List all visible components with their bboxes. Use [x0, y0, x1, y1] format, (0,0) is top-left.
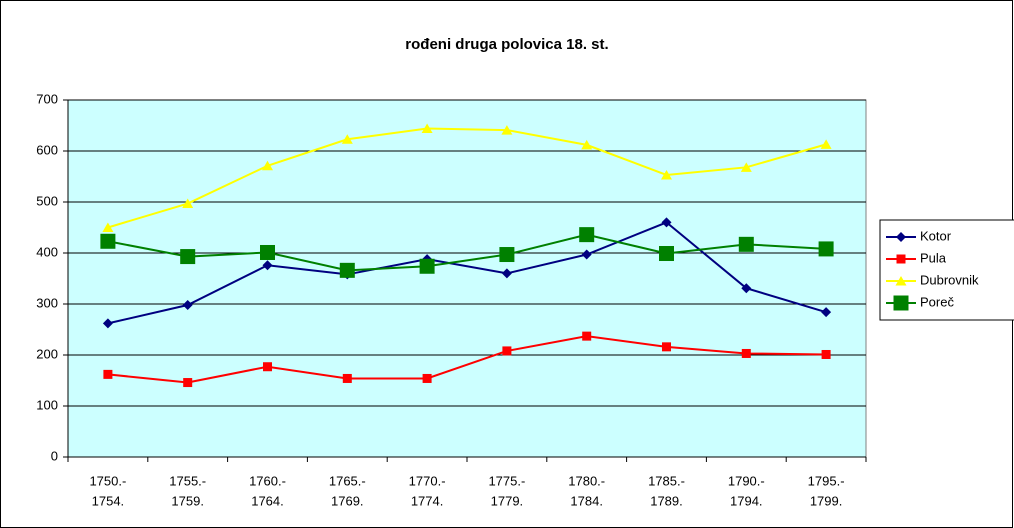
x-tick-label: 1779.: [491, 493, 524, 508]
x-tick-label: 1790.-: [728, 473, 765, 488]
marker: [896, 254, 906, 264]
marker: [183, 378, 193, 388]
y-tick-label: 400: [36, 244, 58, 259]
marker: [422, 373, 432, 383]
x-tick-label: 1754.: [92, 493, 125, 508]
marker: [100, 233, 116, 249]
marker: [738, 236, 754, 252]
marker: [419, 258, 435, 274]
marker: [102, 222, 114, 232]
marker: [895, 276, 907, 286]
marker: [263, 362, 272, 372]
marker: [821, 349, 831, 359]
marker: [659, 246, 674, 262]
x-tick-label: 1764.: [251, 493, 284, 508]
x-tick-label: 1795.-: [808, 473, 845, 488]
marker: [421, 123, 433, 134]
x-tick-label: 1769.: [331, 493, 364, 508]
x-tick-label: 1794.: [730, 493, 763, 508]
marker: [501, 268, 512, 279]
x-tick-label: 1784.: [570, 493, 603, 508]
marker: [182, 300, 193, 311]
marker: [262, 160, 273, 171]
marker: [581, 249, 592, 260]
x-tick-label: 1785.-: [648, 473, 685, 488]
legend-label: Poreč: [920, 294, 954, 309]
marker: [818, 241, 834, 257]
series-line: [107, 221, 827, 325]
marker: [896, 232, 906, 242]
marker: [501, 125, 513, 135]
marker: [260, 244, 275, 260]
marker: [741, 348, 751, 358]
marker: [741, 283, 752, 294]
marker: [661, 217, 672, 228]
marker: [342, 373, 352, 383]
x-tick-label: 1774.: [411, 493, 444, 508]
x-tick-label: 1755.-: [169, 473, 206, 488]
x-tick-label: 1770.-: [409, 473, 446, 488]
marker: [662, 342, 671, 352]
x-tick-label: 1759.: [171, 493, 204, 508]
marker: [661, 169, 672, 180]
marker: [820, 139, 832, 149]
y-tick-label: 200: [36, 346, 58, 361]
series-line: [107, 335, 827, 384]
series-line: [107, 127, 827, 229]
marker: [103, 369, 113, 379]
y-tick-label: 500: [36, 193, 58, 208]
marker: [582, 331, 592, 341]
marker: [579, 227, 595, 243]
marker: [182, 198, 194, 209]
x-tick-label: 1780.-: [568, 473, 605, 488]
chart-title: rođeni druga polovica 18. st.: [405, 36, 608, 53]
marker: [893, 295, 909, 311]
y-tick-label: 600: [36, 142, 58, 157]
marker: [502, 346, 512, 356]
marker: [499, 247, 515, 263]
marker: [339, 262, 355, 278]
legend-label: Dubrovnik: [920, 272, 979, 287]
marker: [740, 162, 752, 172]
y-tick-label: 100: [36, 397, 58, 412]
y-tick-label: 0: [51, 448, 58, 463]
series-line: [107, 233, 827, 272]
marker: [821, 307, 832, 318]
y-tick-label: 300: [36, 295, 58, 310]
marker: [341, 134, 353, 144]
plot-area: [67, 99, 867, 458]
legend-label: Pula: [920, 250, 947, 265]
x-tick-label: 1775.-: [488, 473, 525, 488]
y-tick-label: 700: [36, 91, 58, 106]
x-tick-label: 1799.: [810, 493, 843, 508]
marker: [581, 139, 593, 150]
x-tick-label: 1760.-: [249, 473, 286, 488]
x-tick-label: 1750.-: [89, 473, 126, 488]
x-tick-label: 1765.-: [329, 473, 366, 488]
marker: [102, 318, 113, 329]
marker: [262, 260, 273, 271]
x-tick-label: 1789.: [650, 493, 683, 508]
legend-label: Kotor: [920, 228, 952, 243]
marker: [180, 249, 196, 265]
